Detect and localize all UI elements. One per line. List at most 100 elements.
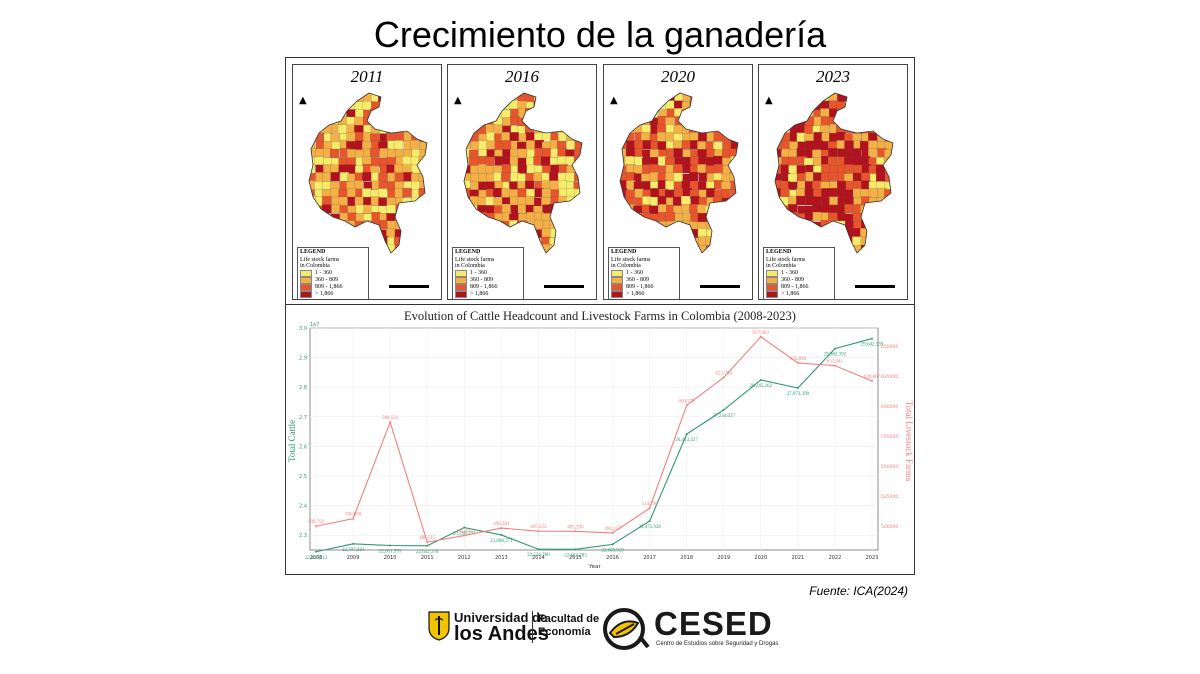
map-region (689, 204, 699, 214)
map-region (765, 157, 773, 166)
map-region (853, 109, 864, 119)
map-region (573, 252, 582, 253)
map-region (566, 188, 576, 198)
map-region (884, 93, 893, 94)
map-region (309, 93, 316, 95)
map-region (418, 108, 427, 118)
data-label: 22,526,780 (527, 553, 550, 558)
map-region (590, 190, 594, 199)
map-region (388, 253, 397, 262)
map-region (346, 149, 357, 159)
map-region (470, 237, 480, 247)
map-region (468, 220, 479, 230)
map-region (370, 236, 380, 247)
map-region (746, 205, 750, 214)
map-region (435, 246, 439, 255)
map-region (492, 187, 503, 198)
map-region (894, 164, 903, 173)
map-region (620, 204, 628, 214)
map-region (682, 93, 692, 95)
map-region (541, 188, 551, 198)
map-region (611, 221, 620, 230)
map-region (419, 93, 427, 95)
map-region (427, 157, 436, 166)
map-region (737, 213, 738, 223)
map-region (573, 205, 582, 215)
map-region (775, 204, 782, 215)
map-region (861, 252, 871, 253)
legend-item: 360 - 809 (611, 276, 677, 284)
map-region (665, 212, 675, 222)
map-region (418, 188, 427, 198)
map-region (300, 85, 309, 94)
map-region (892, 261, 901, 270)
map-region (780, 107, 790, 118)
map-region (704, 157, 715, 167)
map-region (620, 237, 627, 248)
map-region (821, 236, 831, 246)
map-region (821, 229, 831, 239)
map-region (641, 220, 651, 230)
map-region (765, 117, 774, 126)
map-region (681, 244, 691, 253)
map-region (641, 93, 651, 95)
map-region (765, 140, 773, 149)
scale-bar (855, 285, 895, 288)
y-tick-label: 2.4 (299, 504, 307, 510)
legend-swatch (455, 283, 467, 291)
map-region (590, 117, 594, 126)
map-region (775, 93, 783, 103)
map-region (781, 116, 791, 127)
map-panel-2011: 2011 ▲ LEGEND Life stock farms in Colomb… (292, 64, 442, 300)
map-region (634, 93, 644, 103)
map-region (338, 93, 348, 95)
map-region (861, 172, 871, 182)
map-region (402, 101, 412, 111)
map-region (427, 108, 436, 117)
map-region (403, 117, 414, 128)
map-region (861, 213, 872, 223)
map-year: 2011 (350, 67, 384, 86)
map-region (299, 117, 308, 126)
map-region (648, 229, 659, 239)
data-label: 22,440,613 (305, 556, 328, 561)
map-region (690, 117, 700, 127)
map-region (877, 254, 886, 263)
map-region (876, 212, 887, 222)
map-region (625, 93, 636, 95)
map-region (820, 116, 831, 126)
map-region (722, 236, 732, 246)
map-region (355, 109, 365, 119)
map-region (464, 124, 472, 134)
map-region (323, 93, 333, 102)
map-region (550, 228, 560, 238)
legend-item: 809 - 1,866 (611, 283, 677, 291)
map-region (591, 134, 594, 143)
x-axis-label: Year (588, 564, 601, 570)
map-region (486, 131, 496, 142)
map-region (322, 101, 332, 111)
map-region (746, 213, 750, 222)
uandes-line1: Universidad de (454, 610, 548, 625)
map-region (557, 148, 567, 158)
y2-tick-label: 600000 (881, 404, 898, 410)
map-region (315, 93, 325, 103)
map-region (706, 211, 716, 222)
map-region (657, 212, 668, 222)
map-region (426, 116, 427, 126)
legend-swatch (455, 269, 467, 277)
map-region (876, 244, 886, 253)
map-region (624, 156, 635, 166)
data-point (759, 378, 762, 381)
facultad-line2: Economía (538, 626, 591, 638)
map-region (861, 93, 871, 103)
map-region (427, 229, 436, 238)
map-region (736, 221, 738, 231)
map-region (558, 93, 569, 103)
map-region (620, 133, 627, 143)
source-note: Fuente: ICA(2024) (809, 584, 908, 598)
map-region (775, 237, 783, 247)
legend-label: 360 - 809 (315, 276, 338, 283)
legend-title: LEGEND (455, 249, 481, 255)
map-region (435, 181, 439, 190)
